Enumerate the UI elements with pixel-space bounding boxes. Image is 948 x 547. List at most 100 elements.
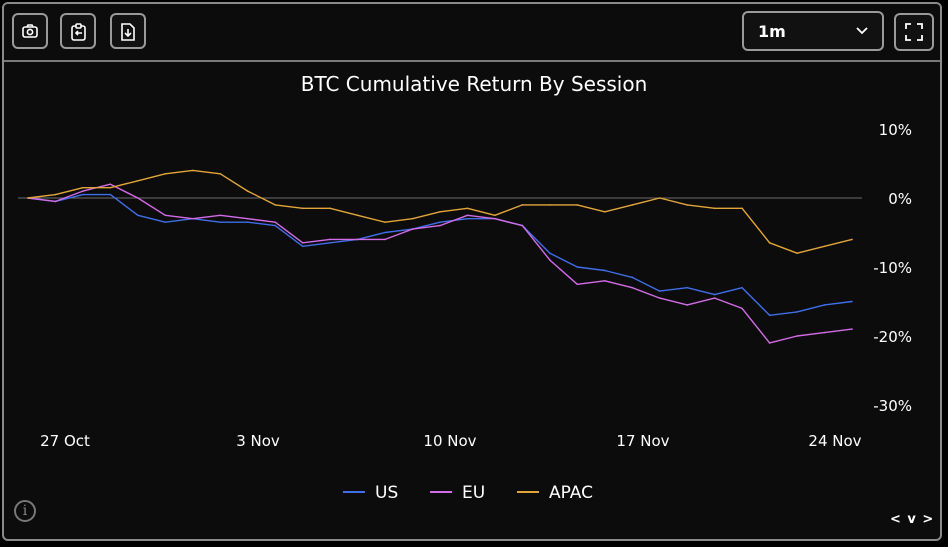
y-tick-label: -10%: [873, 259, 912, 277]
data-point: [823, 331, 826, 334]
data-point: [439, 211, 441, 213]
y-tick-label: -30%: [873, 397, 912, 415]
data-point: [549, 259, 551, 261]
data-point: [631, 204, 634, 206]
data-point: [549, 204, 551, 206]
camera-button[interactable]: [12, 13, 48, 49]
data-point: [82, 186, 84, 189]
data-point: [768, 314, 771, 317]
data-point: [713, 297, 716, 299]
series-line-us: [27, 193, 853, 316]
data-point: [823, 245, 826, 248]
data-point: [713, 207, 716, 210]
data-point: [246, 221, 249, 223]
x-tick-label: 3 Nov: [236, 432, 280, 450]
data-point: [576, 204, 579, 206]
data-point: [329, 242, 331, 244]
data-point: [851, 238, 853, 241]
legend-item-us[interactable]: US: [343, 481, 398, 505]
data-point: [851, 328, 853, 330]
data-point: [137, 214, 139, 217]
data-point: [54, 193, 57, 196]
clipboard-icon: [71, 23, 86, 41]
legend-item-apac[interactable]: APAC: [517, 481, 593, 505]
chart-toolbar: 1m: [4, 4, 940, 62]
data-point: [521, 224, 524, 227]
copy-data-button[interactable]: [60, 13, 96, 49]
data-point: [631, 276, 634, 279]
y-tick-label: -20%: [873, 328, 912, 346]
data-point: [192, 169, 194, 172]
data-point: [384, 221, 386, 223]
x-tick-label: 17 Nov: [616, 432, 669, 450]
data-point: [164, 173, 167, 175]
data-point: [219, 221, 222, 223]
data-point: [796, 311, 798, 313]
legend-label-apac: APAC: [549, 483, 593, 503]
data-point: [494, 214, 496, 217]
data-point: [494, 217, 496, 220]
data-point: [768, 342, 771, 344]
data-point: [54, 200, 57, 203]
data-point: [466, 207, 469, 210]
data-point: [109, 186, 112, 189]
y-axis-ticks: 10% 0% -10% -20% -30%: [873, 121, 912, 415]
legend-item-eu[interactable]: EU: [430, 481, 485, 505]
data-point: [686, 204, 688, 206]
info-icon[interactable]: i: [14, 500, 36, 522]
data-point: [796, 252, 798, 254]
data-point: [658, 290, 661, 292]
data-point: [384, 231, 386, 234]
data-point: [658, 197, 661, 199]
data-point: [439, 221, 441, 223]
data-point: [164, 221, 167, 223]
data-point: [796, 335, 798, 337]
range-select-value: 1m: [758, 22, 786, 41]
data-point: [549, 252, 551, 254]
data-point: [686, 304, 688, 306]
data-point: [356, 214, 359, 217]
data-point: [219, 173, 222, 175]
data-point: [301, 207, 304, 210]
data-point: [137, 179, 139, 182]
data-point: [246, 190, 249, 192]
file-download-icon: [121, 23, 135, 41]
data-point: [851, 300, 853, 303]
legend: US EU APAC: [0, 481, 948, 505]
data-point: [686, 286, 688, 289]
data-point: [576, 266, 579, 268]
data-point: [137, 197, 139, 199]
data-point: [741, 286, 743, 289]
data-point: [713, 293, 716, 296]
range-select[interactable]: 1m: [742, 11, 884, 51]
data-point: [823, 304, 826, 306]
data-point: [576, 283, 579, 286]
series-nav-control[interactable]: < v >: [890, 512, 935, 527]
data-point: [439, 224, 441, 227]
data-point: [329, 207, 331, 210]
data-point: [329, 238, 331, 241]
fullscreen-button[interactable]: [894, 13, 934, 51]
data-point: [274, 221, 277, 223]
data-point: [274, 224, 277, 227]
download-button[interactable]: [110, 13, 146, 49]
data-point: [466, 217, 469, 220]
chart-title: BTC Cumulative Return By Session: [300, 72, 648, 96]
x-tick-label: 27 Oct: [40, 432, 90, 450]
data-point: [741, 207, 743, 210]
series-apac: [27, 169, 853, 254]
data-point: [27, 197, 29, 199]
data-point: [301, 242, 304, 244]
legend-swatch-eu: [430, 491, 452, 493]
data-point: [356, 238, 359, 241]
data-point: [384, 238, 386, 241]
legend-label-us: US: [375, 483, 399, 503]
chevron-down-icon: [856, 27, 868, 35]
data-point: [164, 214, 167, 217]
data-point: [604, 211, 606, 213]
data-point: [192, 217, 194, 220]
data-point: [768, 242, 771, 244]
x-tick-label: 10 Nov: [423, 432, 476, 450]
camera-icon: [22, 24, 38, 38]
series-layer: [27, 169, 853, 344]
